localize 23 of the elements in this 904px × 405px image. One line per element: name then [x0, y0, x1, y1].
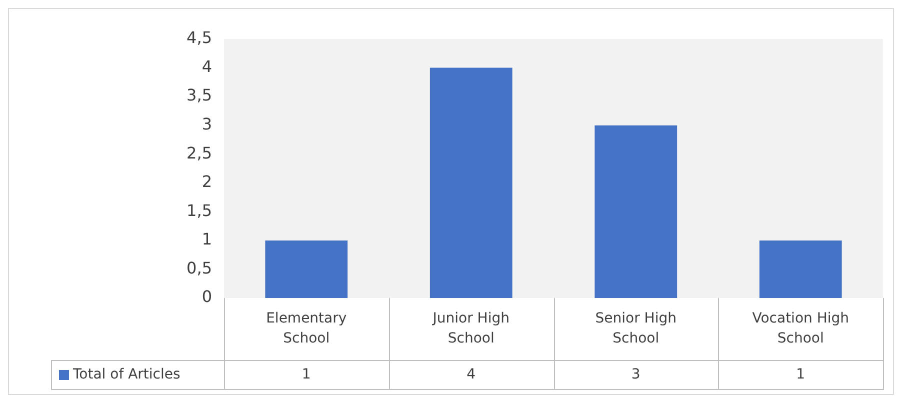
y-tick-label: 1	[202, 230, 212, 249]
data-label: 1	[796, 366, 806, 383]
bar	[759, 240, 842, 298]
y-tick-label: 3,5	[186, 86, 212, 105]
x-tick-label: Junior High School	[432, 310, 510, 347]
y-tick-label: 3	[202, 114, 212, 134]
y-tick-label: 0	[202, 287, 212, 306]
y-tick-label: 4	[202, 56, 212, 76]
legend-label: Total of Articles	[72, 366, 180, 383]
data-label: 3	[631, 366, 640, 383]
x-tick-label: Senior High School	[595, 310, 676, 347]
data-label: 1	[302, 366, 311, 383]
bar	[265, 240, 348, 298]
y-tick-label: 0,5	[186, 258, 212, 278]
bar	[594, 125, 678, 298]
bar	[430, 68, 512, 298]
y-tick-label: 2,5	[186, 143, 212, 162]
data-label: 4	[466, 366, 476, 383]
x-tick-label: Vocation High School	[752, 310, 850, 347]
y-tick-label: 4,5	[186, 28, 212, 48]
x-tick-label: Elementary School	[266, 310, 347, 347]
y-tick-label: 1,5	[186, 200, 212, 220]
y-tick-label: 2	[202, 172, 212, 192]
